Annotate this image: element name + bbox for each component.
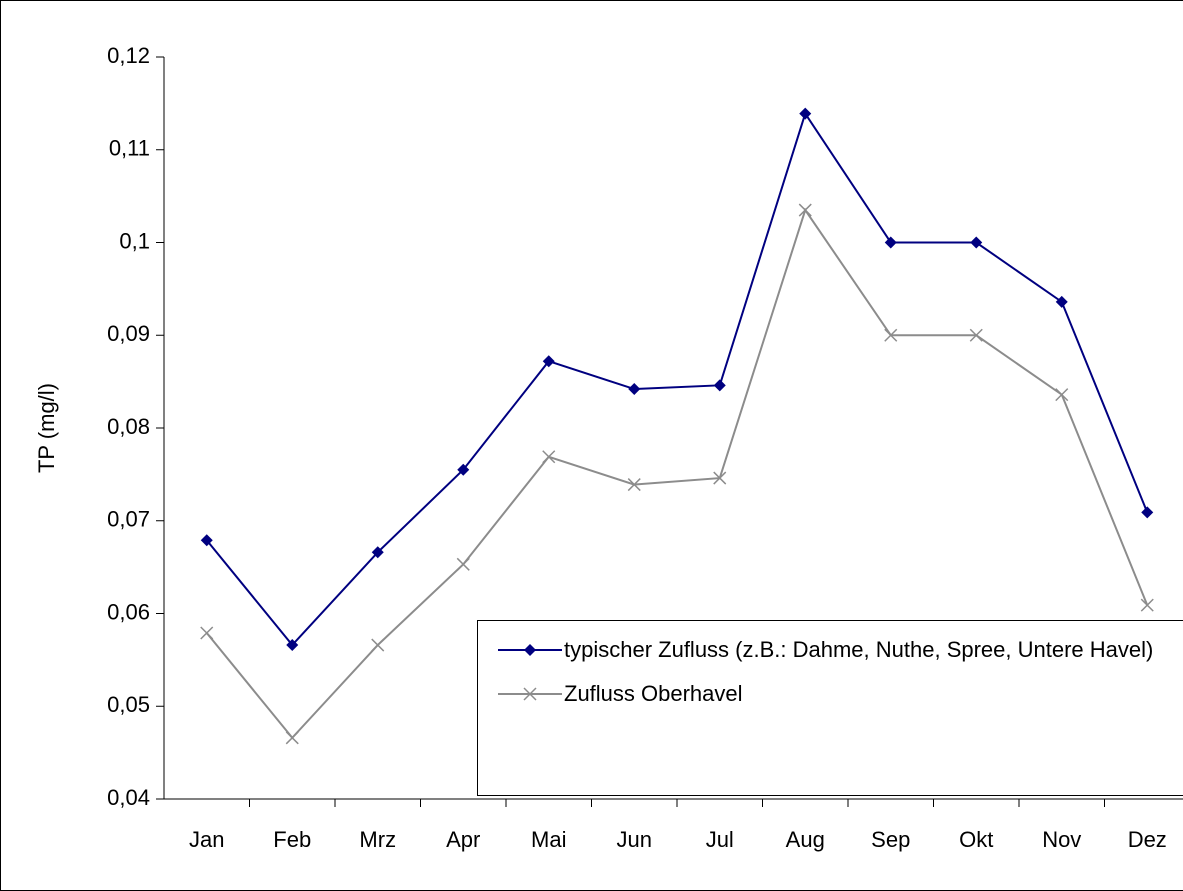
marker	[798, 203, 812, 217]
marker	[524, 644, 536, 656]
x-tick-label: Jun	[617, 827, 652, 852]
marker	[969, 328, 983, 342]
x-tick-label: Jan	[189, 827, 224, 852]
marker	[1055, 388, 1069, 402]
y-tick-label: 0,11	[109, 136, 150, 161]
marker	[523, 687, 537, 701]
x-tick-label: Okt	[959, 827, 993, 852]
legend-entry: typischer Zufluss (z.B.: Dahme, Nuthe, S…	[478, 635, 1183, 665]
marker	[542, 450, 556, 464]
marker	[1141, 506, 1154, 519]
marker	[628, 383, 641, 396]
marker	[1140, 598, 1154, 612]
marker	[713, 379, 726, 392]
marker	[371, 638, 385, 652]
legend-entry: Zufluss Oberhavel	[478, 679, 1183, 709]
marker	[884, 236, 897, 249]
marker	[457, 463, 470, 476]
x-tick-label: Mai	[531, 827, 566, 852]
y-axis-title: TP (mg/l)	[34, 383, 59, 473]
y-tick-label: 0,1	[119, 228, 150, 253]
x-tick-label: Aug	[786, 827, 825, 852]
marker	[456, 557, 470, 571]
x-tick-label: Nov	[1042, 827, 1081, 852]
marker	[713, 471, 727, 485]
marker	[286, 639, 299, 652]
marker	[799, 107, 812, 120]
y-tick-label: 0,06	[107, 599, 150, 624]
x-tick-label: Jul	[706, 827, 734, 852]
marker	[627, 478, 641, 492]
legend: typischer Zufluss (z.B.: Dahme, Nuthe, S…	[477, 620, 1183, 796]
marker	[1055, 295, 1068, 308]
y-tick-label: 0,04	[107, 785, 150, 810]
legend-label: typischer Zufluss (z.B.: Dahme, Nuthe, S…	[564, 637, 1154, 662]
marker	[970, 236, 983, 249]
y-tick-label: 0,07	[107, 507, 150, 532]
x-tick-label: Sep	[871, 827, 910, 852]
x-tick-label: Feb	[273, 827, 311, 852]
y-tick-label: 0,05	[107, 692, 150, 717]
legend-symbol	[498, 687, 562, 701]
y-tick-label: 0,08	[107, 414, 150, 439]
x-tick-label: Dez	[1128, 827, 1167, 852]
marker	[884, 328, 898, 342]
series-line	[205, 111, 1149, 647]
marker	[200, 534, 213, 547]
legend-label: Zufluss Oberhavel	[564, 681, 743, 706]
marker	[285, 731, 299, 745]
legend-symbol	[498, 644, 562, 656]
x-tick-label: Apr	[446, 827, 480, 852]
y-tick-label: 0,09	[107, 321, 150, 346]
y-tick-label: 0,12	[107, 43, 150, 68]
marker	[371, 546, 384, 559]
marker	[200, 626, 214, 640]
x-tick-label: Mrz	[359, 827, 396, 852]
marker	[542, 355, 555, 368]
series-line	[205, 207, 1149, 740]
